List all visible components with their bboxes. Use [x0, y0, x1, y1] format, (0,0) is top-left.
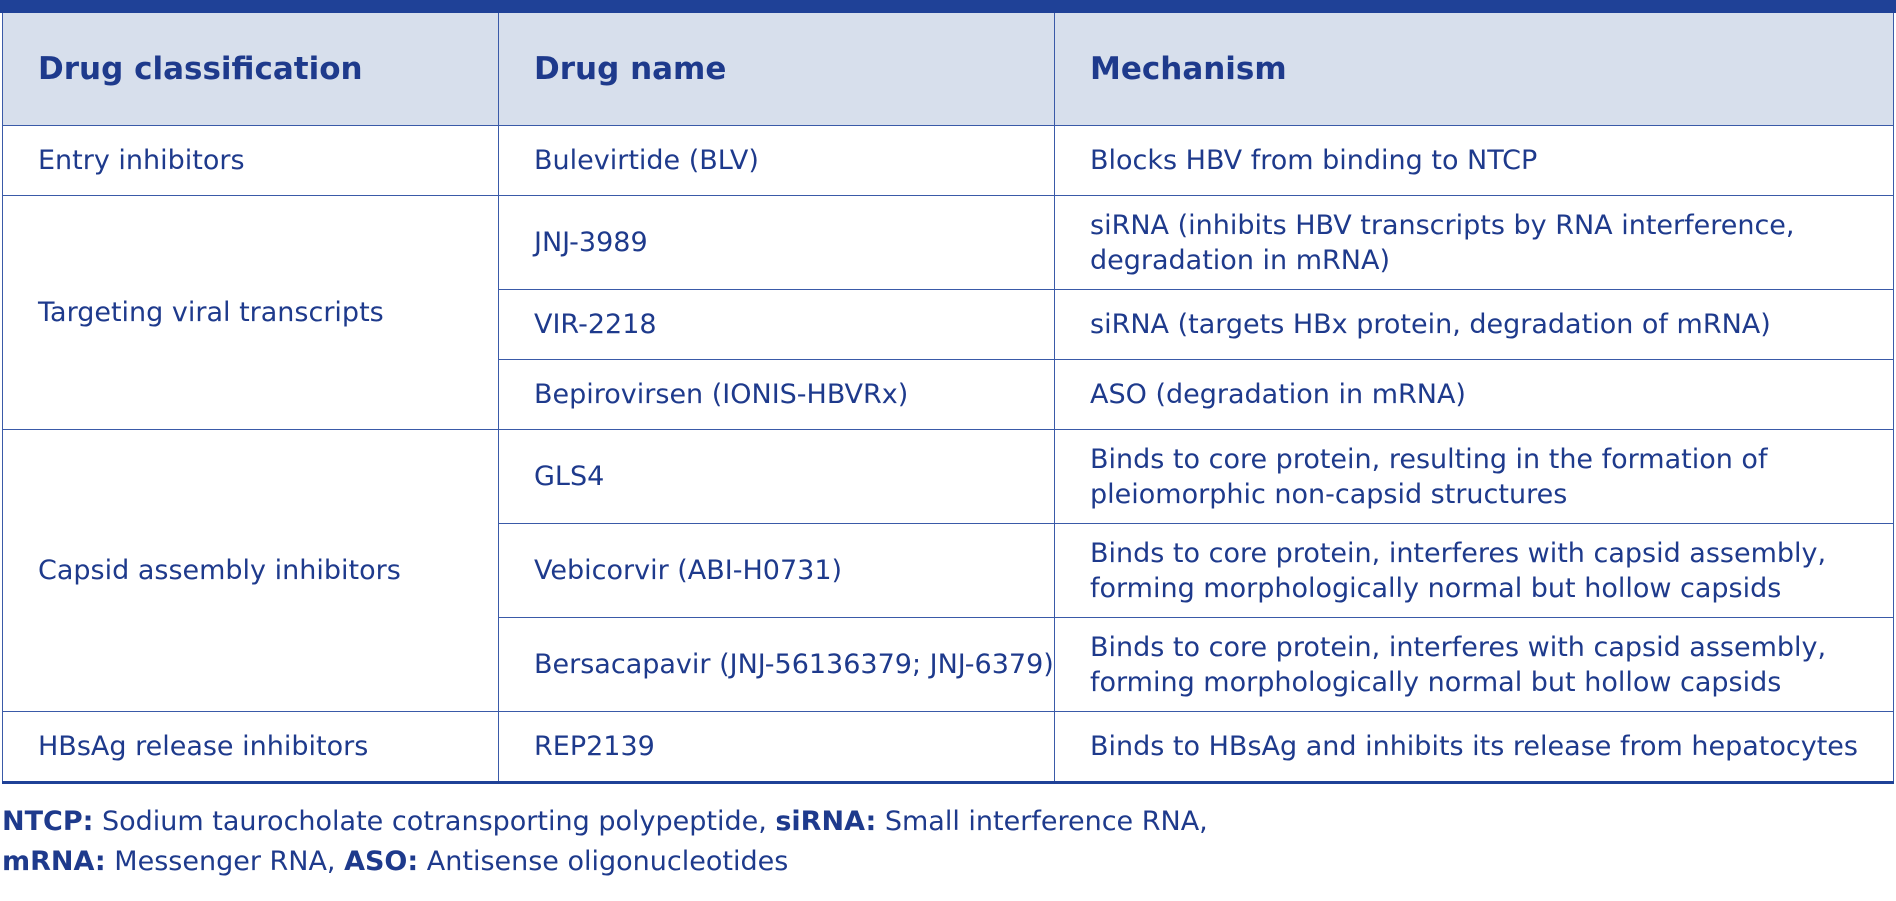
- table-header-row: Drug classification Drug name Mechanism: [2, 13, 1894, 126]
- header-mechanism: Mechanism: [1054, 13, 1894, 126]
- table-row: Bersacapavir (JNJ-56136379; JNJ-6379) Bi…: [3, 617, 1894, 712]
- drug-name-cell: Bepirovirsen (IONIS-HBVRx): [498, 359, 1055, 430]
- mechanism-cell: siRNA (inhibits HBV transcripts by RNA i…: [1054, 195, 1894, 290]
- drug-table: Drug classification Drug name Mechanism …: [2, 13, 1894, 784]
- mechanism-cell: Blocks HBV from binding to NTCP: [1054, 125, 1894, 196]
- note-definition: Small interference RNA,: [876, 806, 1208, 837]
- drug-name-cell: VIR-2218: [498, 289, 1055, 360]
- table-row: Vebicorvir (ABI-H0731) Binds to core pro…: [3, 523, 1894, 618]
- mechanism-cell: Binds to core protein, resulting in the …: [1054, 429, 1894, 524]
- mechanism-cell: Binds to core protein, interferes with c…: [1054, 617, 1894, 712]
- table-row: Entry inhibitors Bulevirtide (BLV) Block…: [2, 125, 1894, 196]
- table-row: HBsAg release inhibitors REP2139 Binds t…: [2, 711, 1894, 783]
- notes-line-1: NTCP: Sodium taurocholate cotransporting…: [2, 802, 1882, 842]
- mechanism-cell: siRNA (targets HBx protein, degradation …: [1054, 289, 1894, 360]
- note-term: mRNA:: [2, 846, 106, 877]
- drug-name-cell: GLS4: [498, 429, 1055, 524]
- note-term: ASO:: [344, 846, 419, 877]
- classification-cell: HBsAg release inhibitors: [2, 711, 499, 783]
- header-drug-name: Drug name: [498, 13, 1055, 126]
- drug-name-cell: Bulevirtide (BLV): [498, 125, 1055, 196]
- table-row: Targeting viral transcripts JNJ-3989 siR…: [2, 195, 1894, 430]
- classification-cell: Capsid assembly inhibitors: [2, 429, 499, 712]
- note-definition: Antisense oligonucleotides: [418, 846, 789, 877]
- note-term: NTCP:: [2, 806, 94, 837]
- note-definition: Sodium taurocholate cotransporting polyp…: [93, 806, 776, 837]
- drug-name-cell: Vebicorvir (ABI-H0731): [498, 523, 1055, 618]
- drug-name-cell: Bersacapavir (JNJ-56136379; JNJ-6379): [498, 617, 1055, 712]
- mechanism-cell: ASO (degradation in mRNA): [1054, 359, 1894, 430]
- top-accent-bar: [0, 0, 1896, 13]
- classification-cell: Entry inhibitors: [2, 125, 499, 196]
- table-row: Capsid assembly inhibitors GLS4 Binds to…: [2, 429, 1894, 712]
- note-term: siRNA:: [775, 806, 877, 837]
- drug-name-cell: JNJ-3989: [498, 195, 1055, 290]
- table-row: VIR-2218 siRNA (targets HBx protein, deg…: [3, 289, 1894, 360]
- header-drug-classification: Drug classification: [2, 13, 499, 126]
- note-definition: Messenger RNA,: [105, 846, 345, 877]
- mechanism-cell: Binds to core protein, interferes with c…: [1054, 523, 1894, 618]
- classification-cell: Targeting viral transcripts: [2, 195, 499, 430]
- drug-name-cell: REP2139: [498, 711, 1055, 783]
- mechanism-cell: Binds to HBsAg and inhibits its release …: [1054, 711, 1894, 783]
- abbreviation-notes: NTCP: Sodium taurocholate cotransporting…: [2, 802, 1882, 882]
- notes-line-2: mRNA: Messenger RNA, ASO: Antisense olig…: [2, 842, 1882, 882]
- table-row: Bepirovirsen (IONIS-HBVRx) ASO (degradat…: [3, 359, 1894, 430]
